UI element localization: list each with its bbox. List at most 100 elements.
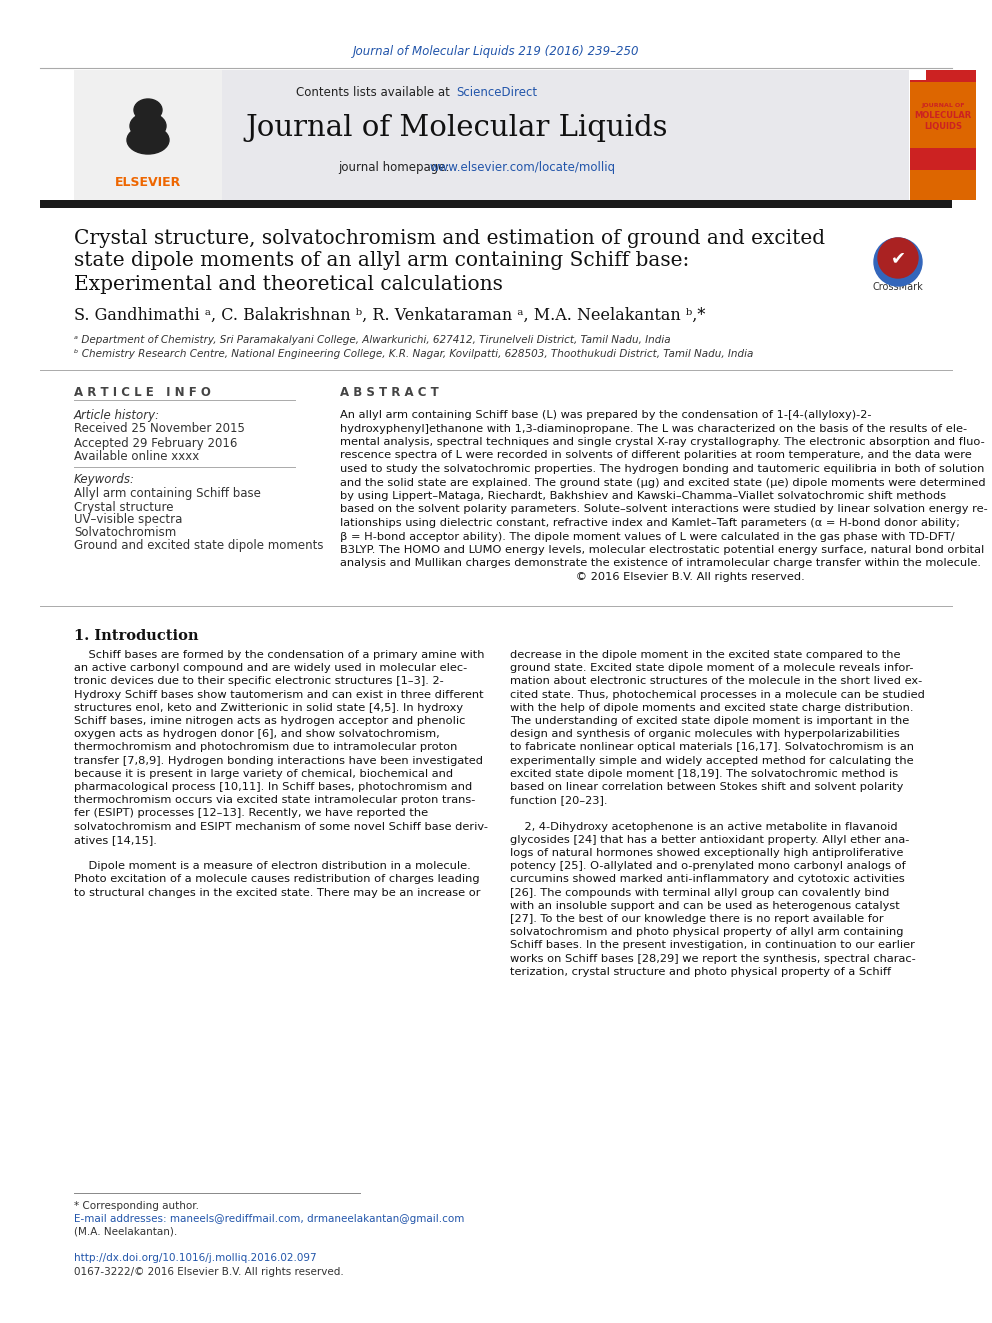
Text: E-mail addresses: maneels@rediffmail.com, drmaneelakantan@gmail.com: E-mail addresses: maneels@rediffmail.com… xyxy=(74,1215,464,1224)
Text: β = H-bond acceptor ability). The dipole moment values of L were calculated in t: β = H-bond acceptor ability). The dipole… xyxy=(340,532,954,541)
Text: terization, crystal structure and photo physical property of a Schiff: terization, crystal structure and photo … xyxy=(510,967,891,976)
Text: hydroxyphenyl]ethanone with 1,3-diaminopropane. The L was characterized on the b: hydroxyphenyl]ethanone with 1,3-diaminop… xyxy=(340,423,967,434)
Text: Schiff bases, imine nitrogen acts as hydrogen acceptor and phenolic: Schiff bases, imine nitrogen acts as hyd… xyxy=(74,716,465,726)
Text: atives [14,15].: atives [14,15]. xyxy=(74,835,157,845)
Text: with an insoluble support and can be used as heterogenous catalyst: with an insoluble support and can be use… xyxy=(510,901,900,910)
Text: mation about electronic structures of the molecule in the short lived ex-: mation about electronic structures of th… xyxy=(510,676,923,687)
Ellipse shape xyxy=(127,126,169,153)
Text: Schiff bases. In the present investigation, in continuation to our earlier: Schiff bases. In the present investigati… xyxy=(510,941,915,950)
Text: analysis and Mullikan charges demonstrate the existence of intramolecular charge: analysis and Mullikan charges demonstrat… xyxy=(340,558,981,569)
Text: tronic devices due to their specific electronic structures [1–3]. 2-: tronic devices due to their specific ele… xyxy=(74,676,443,687)
Bar xyxy=(910,148,976,169)
Text: Schiff bases are formed by the condensation of a primary amine with: Schiff bases are formed by the condensat… xyxy=(74,650,484,660)
Text: © 2016 Elsevier B.V. All rights reserved.: © 2016 Elsevier B.V. All rights reserved… xyxy=(340,572,805,582)
Text: Received 25 November 2015: Received 25 November 2015 xyxy=(74,422,245,435)
Text: because it is present in large variety of chemical, biochemical and: because it is present in large variety o… xyxy=(74,769,453,779)
Bar xyxy=(910,70,976,200)
Text: A R T I C L E   I N F O: A R T I C L E I N F O xyxy=(74,385,211,398)
Text: mental analysis, spectral techniques and single crystal X-ray crystallography. T: mental analysis, spectral techniques and… xyxy=(340,437,985,447)
Circle shape xyxy=(874,238,922,286)
Text: based on the solvent polarity parameters. Solute–solvent interactions were studi: based on the solvent polarity parameters… xyxy=(340,504,988,515)
Text: to fabricate nonlinear optical materials [16,17]. Solvatochromism is an: to fabricate nonlinear optical materials… xyxy=(510,742,914,753)
Text: function [20–23].: function [20–23]. xyxy=(510,795,607,806)
Text: Crystal structure: Crystal structure xyxy=(74,500,174,513)
Bar xyxy=(74,70,222,200)
Text: ᵇ Chemistry Research Centre, National Engineering College, K.R. Nagar, Kovilpatt: ᵇ Chemistry Research Centre, National En… xyxy=(74,349,753,359)
Text: Journal of Molecular Liquids: Journal of Molecular Liquids xyxy=(246,114,669,142)
Text: used to study the solvatochromic properties. The hydrogen bonding and tautomeric: used to study the solvatochromic propert… xyxy=(340,464,984,474)
Text: 1. Introduction: 1. Introduction xyxy=(74,628,198,643)
Text: excited state dipole moment [18,19]. The solvatochromic method is: excited state dipole moment [18,19]. The… xyxy=(510,769,898,779)
Text: Crystal structure, solvatochromism and estimation of ground and excited: Crystal structure, solvatochromism and e… xyxy=(74,229,825,247)
Text: pharmacological process [10,11]. In Schiff bases, photochromism and: pharmacological process [10,11]. In Schi… xyxy=(74,782,472,792)
Text: 0167-3222/© 2016 Elsevier B.V. All rights reserved.: 0167-3222/© 2016 Elsevier B.V. All right… xyxy=(74,1267,344,1277)
Text: 2, 4-Dihydroxy acetophenone is an active metabolite in flavanoid: 2, 4-Dihydroxy acetophenone is an active… xyxy=(510,822,898,832)
Text: cited state. Thus, photochemical processes in a molecule can be studied: cited state. Thus, photochemical process… xyxy=(510,689,925,700)
Text: an active carbonyl compound and are widely used in molecular elec-: an active carbonyl compound and are wide… xyxy=(74,663,467,673)
Text: Dipole moment is a measure of electron distribution in a molecule.: Dipole moment is a measure of electron d… xyxy=(74,861,471,872)
Text: LIQUIDS: LIQUIDS xyxy=(924,122,962,131)
Text: logs of natural hormones showed exceptionally high antiproliferative: logs of natural hormones showed exceptio… xyxy=(510,848,904,859)
Text: * Corresponding author.: * Corresponding author. xyxy=(74,1201,199,1211)
Text: and the solid state are explained. The ground state (μg) and excited state (μe) : and the solid state are explained. The g… xyxy=(340,478,986,487)
Text: MOLECULAR: MOLECULAR xyxy=(915,111,971,119)
Text: Accepted 29 February 2016: Accepted 29 February 2016 xyxy=(74,437,237,450)
Text: ELSEVIER: ELSEVIER xyxy=(115,176,182,189)
Text: Photo excitation of a molecule causes redistribution of charges leading: Photo excitation of a molecule causes re… xyxy=(74,875,479,884)
Text: http://dx.doi.org/10.1016/j.molliq.2016.02.097: http://dx.doi.org/10.1016/j.molliq.2016.… xyxy=(74,1253,316,1263)
Text: An allyl arm containing Schiff base (L) was prepared by the condensation of 1-[4: An allyl arm containing Schiff base (L) … xyxy=(340,410,872,419)
Text: [26]. The compounds with terminal allyl group can covalently bind: [26]. The compounds with terminal allyl … xyxy=(510,888,890,897)
Circle shape xyxy=(878,238,918,278)
Text: thermochromism and photochromism due to intramolecular proton: thermochromism and photochromism due to … xyxy=(74,742,457,753)
Text: Solvatochromism: Solvatochromism xyxy=(74,527,177,540)
Text: JOURNAL OF: JOURNAL OF xyxy=(922,103,965,108)
Text: experimentally simple and widely accepted method for calculating the: experimentally simple and widely accepte… xyxy=(510,755,914,766)
Text: state dipole moments of an allyl arm containing Schiff base:: state dipole moments of an allyl arm con… xyxy=(74,251,689,270)
Text: Contents lists available at: Contents lists available at xyxy=(297,86,454,98)
Text: based on linear correlation between Stokes shift and solvent polarity: based on linear correlation between Stok… xyxy=(510,782,904,792)
Text: UV–visible spectra: UV–visible spectra xyxy=(74,513,183,527)
Text: potency [25]. O-allylated and o-prenylated mono carbonyl analogs of: potency [25]. O-allylated and o-prenylat… xyxy=(510,861,906,872)
Text: curcumins showed marked anti-inflammatory and cytotoxic activities: curcumins showed marked anti-inflammator… xyxy=(510,875,905,884)
Text: A B S T R A C T: A B S T R A C T xyxy=(340,385,438,398)
Bar xyxy=(910,70,926,79)
Text: Available online xxxx: Available online xxxx xyxy=(74,451,199,463)
Text: oxygen acts as hydrogen donor [6], and show solvatochromism,: oxygen acts as hydrogen donor [6], and s… xyxy=(74,729,439,740)
Text: ✔: ✔ xyxy=(891,249,906,267)
Text: (M.A. Neelakantan).: (M.A. Neelakantan). xyxy=(74,1226,178,1237)
Text: CrossMark: CrossMark xyxy=(873,282,924,292)
Text: B3LYP. The HOMO and LUMO energy levels, molecular electrostatic potential energy: B3LYP. The HOMO and LUMO energy levels, … xyxy=(340,545,984,556)
Text: rescence spectra of L were recorded in solvents of different polarities at room : rescence spectra of L were recorded in s… xyxy=(340,451,972,460)
Text: Keywords:: Keywords: xyxy=(74,474,135,487)
Text: lationships using dielectric constant, refractive index and Kamlet–Taft paramete: lationships using dielectric constant, r… xyxy=(340,519,960,528)
Text: by using Lippert–Mataga, Riechardt, Bakhshiev and Kawski–Chamma–Viallet solvatoc: by using Lippert–Mataga, Riechardt, Bakh… xyxy=(340,491,946,501)
Text: solvatochromism and ESIPT mechanism of some novel Schiff base deriv-: solvatochromism and ESIPT mechanism of s… xyxy=(74,822,488,832)
Bar xyxy=(74,70,909,200)
Text: [27]. To the best of our knowledge there is no report available for: [27]. To the best of our knowledge there… xyxy=(510,914,884,923)
Text: design and synthesis of organic molecules with hyperpolarizabilities: design and synthesis of organic molecule… xyxy=(510,729,900,740)
Text: works on Schiff bases [28,29] we report the synthesis, spectral charac-: works on Schiff bases [28,29] we report … xyxy=(510,954,916,963)
Text: with the help of dipole moments and excited state charge distribution.: with the help of dipole moments and exci… xyxy=(510,703,914,713)
Text: solvatochromism and photo physical property of allyl arm containing: solvatochromism and photo physical prope… xyxy=(510,927,904,937)
Text: ScienceDirect: ScienceDirect xyxy=(456,86,537,98)
Text: ᵃ Department of Chemistry, Sri Paramakalyani College, Alwarkurichi, 627412, Tiru: ᵃ Department of Chemistry, Sri Paramakal… xyxy=(74,335,671,345)
Bar xyxy=(910,70,976,82)
Text: decrease in the dipole moment in the excited state compared to the: decrease in the dipole moment in the exc… xyxy=(510,650,901,660)
Text: journal homepage:: journal homepage: xyxy=(338,161,453,175)
Text: www.elsevier.com/locate/molliq: www.elsevier.com/locate/molliq xyxy=(430,161,616,175)
Ellipse shape xyxy=(134,99,162,120)
Circle shape xyxy=(884,255,912,284)
Text: to structural changes in the excited state. There may be an increase or: to structural changes in the excited sta… xyxy=(74,888,480,897)
Text: thermochromism occurs via excited state intramolecular proton trans-: thermochromism occurs via excited state … xyxy=(74,795,475,806)
Ellipse shape xyxy=(130,112,166,139)
Text: The understanding of excited state dipole moment is important in the: The understanding of excited state dipol… xyxy=(510,716,910,726)
Text: Hydroxy Schiff bases show tautomerism and can exist in three different: Hydroxy Schiff bases show tautomerism an… xyxy=(74,689,484,700)
Text: ground state. Excited state dipole moment of a molecule reveals infor-: ground state. Excited state dipole momen… xyxy=(510,663,914,673)
Text: structures enol, keto and Zwitterionic in solid state [4,5]. In hydroxy: structures enol, keto and Zwitterionic i… xyxy=(74,703,463,713)
Text: Article history:: Article history: xyxy=(74,409,160,422)
Text: transfer [7,8,9]. Hydrogen bonding interactions have been investigated: transfer [7,8,9]. Hydrogen bonding inter… xyxy=(74,755,483,766)
Text: fer (ESIPT) processes [12–13]. Recently, we have reported the: fer (ESIPT) processes [12–13]. Recently,… xyxy=(74,808,429,819)
Bar xyxy=(40,200,952,208)
Text: Ground and excited state dipole moments: Ground and excited state dipole moments xyxy=(74,540,323,553)
Bar xyxy=(145,136,151,149)
